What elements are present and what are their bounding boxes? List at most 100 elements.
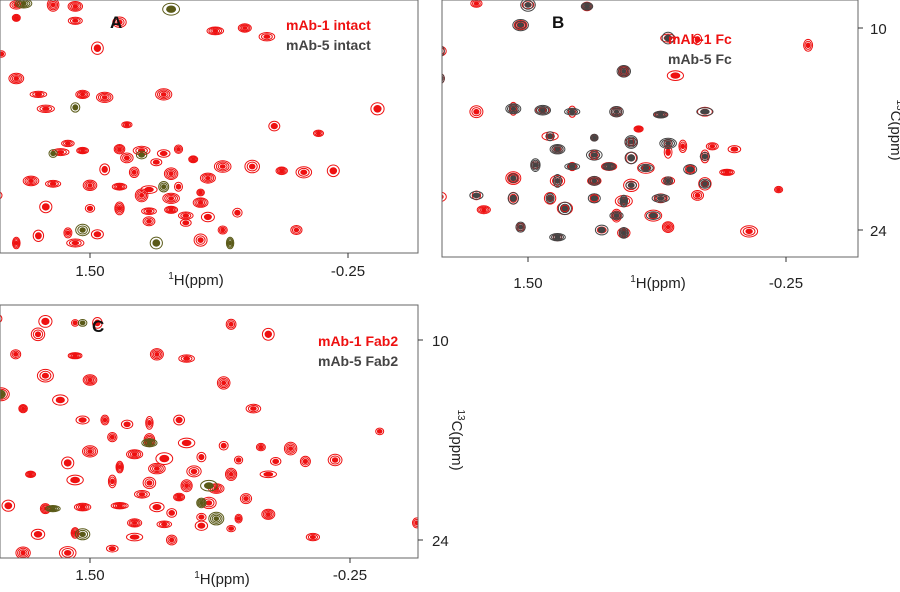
peak-a-mab1 <box>173 144 184 154</box>
peak-b-mab1 <box>421 0 429 5</box>
peak-b-mab5 <box>515 221 526 233</box>
peak-b-mab5 <box>520 0 536 12</box>
peak-a-mab5 <box>75 223 90 237</box>
peak-a-mab1 <box>90 229 104 240</box>
peak-a-mab1 <box>61 139 75 148</box>
panel-c-legend-mab5: mAb-5 Fab2 <box>318 353 398 369</box>
panel-c-xtick-label: 1.50 <box>75 567 104 584</box>
peak-a-mab1 <box>313 129 324 138</box>
peak-a-mab5 <box>149 236 163 250</box>
peak-b-mab5 <box>587 175 601 186</box>
panel-b-frame <box>441 0 859 258</box>
peak-c-mab1 <box>166 534 178 546</box>
peak-a-mab1 <box>36 104 55 114</box>
peak-a-mab1 <box>76 146 89 155</box>
peak-c-mab1 <box>234 455 244 465</box>
peak-b-mab5 <box>659 137 677 149</box>
peak-a-mab5 <box>48 149 58 158</box>
peak-a-mab1 <box>63 227 73 239</box>
peak-a-mab1 <box>193 233 208 247</box>
panel-b: 1.50 -0.25 10 24 1H(ppm) 13C(ppm) B mAb-… <box>421 0 900 292</box>
peak-b-mab1 <box>661 221 675 234</box>
peak-a-mab1 <box>121 121 133 129</box>
peak-b-mab5 <box>696 107 714 117</box>
peak-b-mab5 <box>619 194 629 208</box>
peak-b-mab1 <box>803 38 814 52</box>
peak-a-mab1 <box>178 211 194 220</box>
peak-a-mab1 <box>200 211 215 223</box>
peak-b-mab1 <box>774 185 784 194</box>
peak-c-mab1 <box>239 493 253 505</box>
peak-c-mab1 <box>173 492 186 502</box>
panel-b-ylabel: 13C(ppm) <box>887 99 900 160</box>
peak-c-mab1 <box>66 474 84 486</box>
panel-c-letter: C <box>92 317 104 336</box>
peak-c-mab1 <box>10 349 22 360</box>
panel-c-frame <box>0 304 419 559</box>
peak-a-mab1 <box>155 88 173 101</box>
panel-c-peaks <box>0 314 418 558</box>
peak-a-mab1 <box>11 13 21 22</box>
peak-a-mab1 <box>67 1 84 12</box>
peak-b-mab5 <box>553 174 562 188</box>
panel-b-peaks <box>421 0 814 242</box>
peak-c-mab1 <box>73 502 92 512</box>
peak-b-mab5 <box>602 162 617 171</box>
peak-c-mab1 <box>225 467 238 481</box>
peak-c-mab5 <box>196 497 207 509</box>
panel-c: 1.50 -0.25 10 24 1H(ppm) 13C(ppm) C mAb-… <box>0 304 466 588</box>
peak-c-mab1 <box>38 315 53 328</box>
peak-c-mab1 <box>82 445 98 458</box>
peak-b-mab1 <box>421 220 429 228</box>
peak-a-mab1 <box>67 16 83 25</box>
panel-c-xtick-label: -0.25 <box>333 567 367 584</box>
peak-b-mab5 <box>651 193 670 203</box>
peak-b-mab5 <box>594 224 609 236</box>
peak-a-mab1 <box>99 163 111 176</box>
peak-c-mab1 <box>148 462 166 475</box>
peak-c-mab1 <box>75 415 90 425</box>
peak-a-mab1 <box>141 207 157 215</box>
peak-a-mab1 <box>326 164 340 178</box>
peak-b-mab5 <box>661 31 675 45</box>
peak-a-mab1 <box>199 172 216 184</box>
peak-a-mab1 <box>29 90 48 99</box>
peak-c-mab1 <box>30 327 46 342</box>
peak-c-mab1 <box>126 532 144 542</box>
panel-a-letter: A <box>110 13 122 32</box>
peak-b-mab5 <box>507 192 519 205</box>
panel-a-xlabel: 1H(ppm) <box>168 271 224 289</box>
peak-b-mab5 <box>545 192 555 204</box>
peak-b-mab5 <box>534 104 552 116</box>
peak-c-mab1 <box>67 352 83 360</box>
peak-a-mab1 <box>22 175 40 187</box>
panel-c-legend-mab1: mAb-1 Fab2 <box>318 333 398 349</box>
peak-b-mab1 <box>426 232 438 242</box>
peak-b-mab5 <box>653 110 669 119</box>
panel-b-legend-mab1: mAb-1 Fc <box>668 31 732 47</box>
peak-c-mab1 <box>1 499 16 512</box>
peak-a-mab1 <box>84 204 96 213</box>
peak-a-mab1 <box>0 191 3 200</box>
peak-a-mab1 <box>150 158 163 167</box>
peak-c-mab1 <box>226 525 236 533</box>
peak-a-mab1 <box>206 26 225 36</box>
peak-c-mab1 <box>261 508 276 520</box>
panel-c-ytick-label: 10 <box>432 333 449 350</box>
peak-b-mab1 <box>691 190 704 201</box>
peak-a-mab5 <box>15 0 33 9</box>
peak-a-mab1 <box>295 166 313 179</box>
peak-a-mab1 <box>156 149 171 158</box>
peak-b-mab5 <box>586 149 603 161</box>
peak-c-mab1 <box>52 394 69 406</box>
peak-b-mab5 <box>645 211 661 221</box>
peak-b-mab5 <box>624 135 639 149</box>
peak-c-mab5 <box>77 319 88 327</box>
panel-a-xtick-label: 1.50 <box>75 263 104 280</box>
peak-c-mab1 <box>36 368 54 383</box>
peak-b-mab5 <box>508 173 519 184</box>
peak-a-mab1 <box>179 218 192 227</box>
peak-b-mab1 <box>740 225 759 238</box>
peak-c-mab1 <box>100 414 110 426</box>
peak-a-mab1 <box>290 225 303 235</box>
